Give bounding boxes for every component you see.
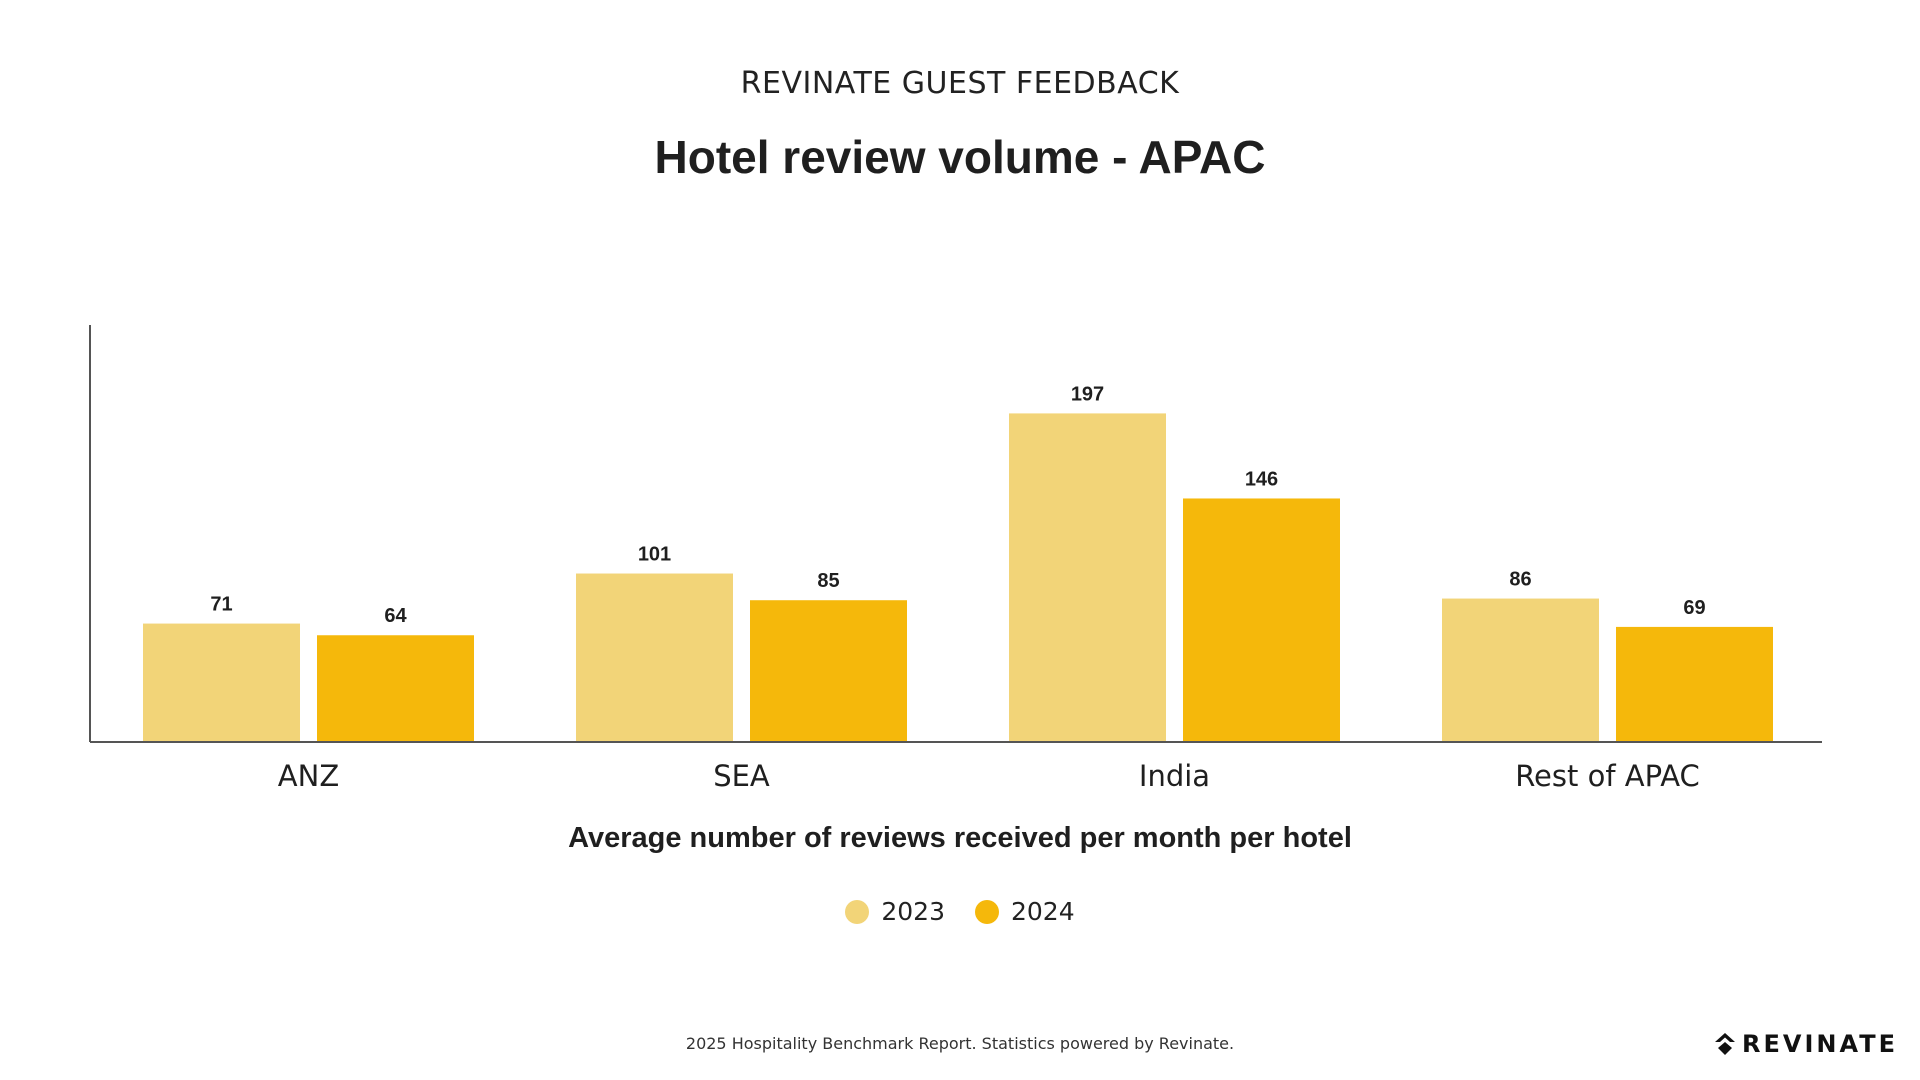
data-label-rest-of-apac-2023: 86 — [1509, 569, 1531, 591]
x-axis-label: Average number of reviews received per m… — [568, 822, 1352, 854]
data-label-anz-2024: 64 — [384, 605, 407, 627]
legend-swatch-2023 — [845, 899, 870, 924]
data-label-sea-2023: 101 — [638, 544, 671, 566]
bar-india-2023 — [1009, 413, 1166, 742]
chart-title: Hotel review volume - APAC — [654, 131, 1266, 183]
footer-note: 2025 Hospitality Benchmark Report. Stati… — [685, 1034, 1235, 1053]
bar-india-2024 — [1183, 498, 1340, 742]
legend-swatch-2024 — [975, 899, 999, 924]
brand-logo: REVINATE — [1714, 1030, 1898, 1058]
bar-rest-of-apac-2024 — [1616, 626, 1773, 742]
revinate-logo-icon — [1715, 1033, 1736, 1055]
legend: 2023 2024 — [0, 897, 1920, 926]
legend-label-2023: 2023 — [881, 897, 945, 926]
x-tick-label-anz: ANZ — [278, 759, 339, 793]
x-tick-label-sea: SEA — [713, 759, 770, 793]
bar-anz-2023 — [143, 623, 300, 742]
bar-chart: 71 64 ANZ 101 85 SEA 197 146 India 86 69 Rest of AP… — [89, 325, 1822, 793]
brand-name: REVINATE — [1742, 1030, 1898, 1058]
bar-anz-2024 — [317, 635, 474, 742]
data-label-india-2023: 197 — [1071, 383, 1104, 405]
legend-item-2024: 2024 — [975, 897, 1075, 926]
bar-sea-2024 — [750, 600, 907, 742]
data-label-anz-2023: 71 — [210, 594, 232, 616]
bar-sea-2023 — [576, 573, 733, 742]
legend-label-2024: 2024 — [1011, 897, 1075, 926]
x-tick-label-rest-of-apac: Rest of APAC — [1515, 759, 1700, 793]
bar-rest-of-apac-2023 — [1442, 598, 1599, 742]
x-tick-label-india: India — [1139, 759, 1210, 793]
data-label-sea-2024: 85 — [817, 570, 839, 592]
legend-item-2023: 2023 — [845, 897, 945, 926]
data-label-india-2024: 146 — [1245, 468, 1278, 490]
chart-subtitle: REVINATE GUEST FEEDBACK — [740, 66, 1180, 101]
data-label-rest-of-apac-2024: 69 — [1683, 597, 1705, 619]
